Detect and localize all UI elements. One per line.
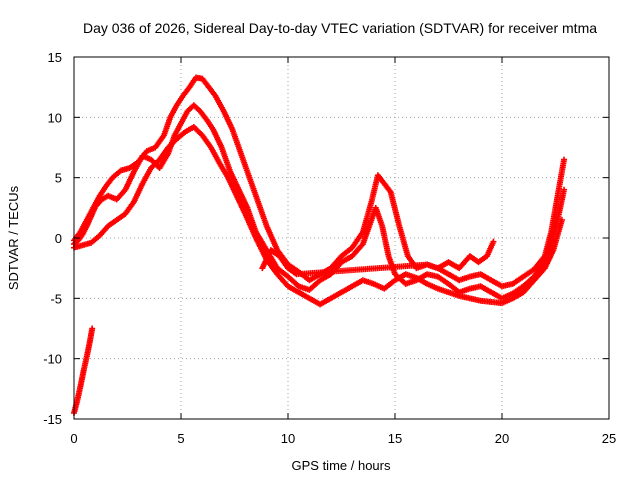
- y-tick-label: -5: [50, 291, 62, 306]
- x-tick-label: 0: [70, 431, 77, 446]
- y-tick-label: 10: [48, 110, 62, 125]
- y-tick-label: -15: [43, 412, 62, 427]
- series-sdtvar-lower-band: [71, 123, 565, 308]
- data-point: [490, 238, 497, 245]
- x-tick-label: 10: [281, 431, 295, 446]
- data-point: [561, 186, 568, 193]
- data-point: [558, 216, 565, 223]
- data-layer: [71, 74, 568, 416]
- x-tick-label: 15: [388, 431, 402, 446]
- y-tick-label: -10: [43, 352, 62, 367]
- tick-layer: 0 5 10 15 20 25 -15 -10 -5 0 5 10 15: [43, 50, 616, 446]
- chart-title: Day 036 of 2026, Sidereal Day-to-day VTE…: [83, 20, 597, 36]
- y-axis-label: SDTVAR / TECUs: [6, 185, 21, 290]
- y-tick-label: 0: [55, 231, 62, 246]
- series-sdtvar-start-segment: [71, 325, 96, 416]
- x-tick-label: 20: [495, 431, 509, 446]
- grid-layer: [74, 57, 609, 419]
- series-sdtvar-side-branches: [259, 238, 497, 278]
- x-axis-label: GPS time / hours: [292, 458, 391, 473]
- y-tick-label: 15: [48, 50, 62, 65]
- data-point: [89, 325, 96, 332]
- y-tick-label: 5: [55, 171, 62, 186]
- data-point: [561, 156, 568, 163]
- x-tick-label: 5: [177, 431, 184, 446]
- x-tick-label: 25: [602, 431, 616, 446]
